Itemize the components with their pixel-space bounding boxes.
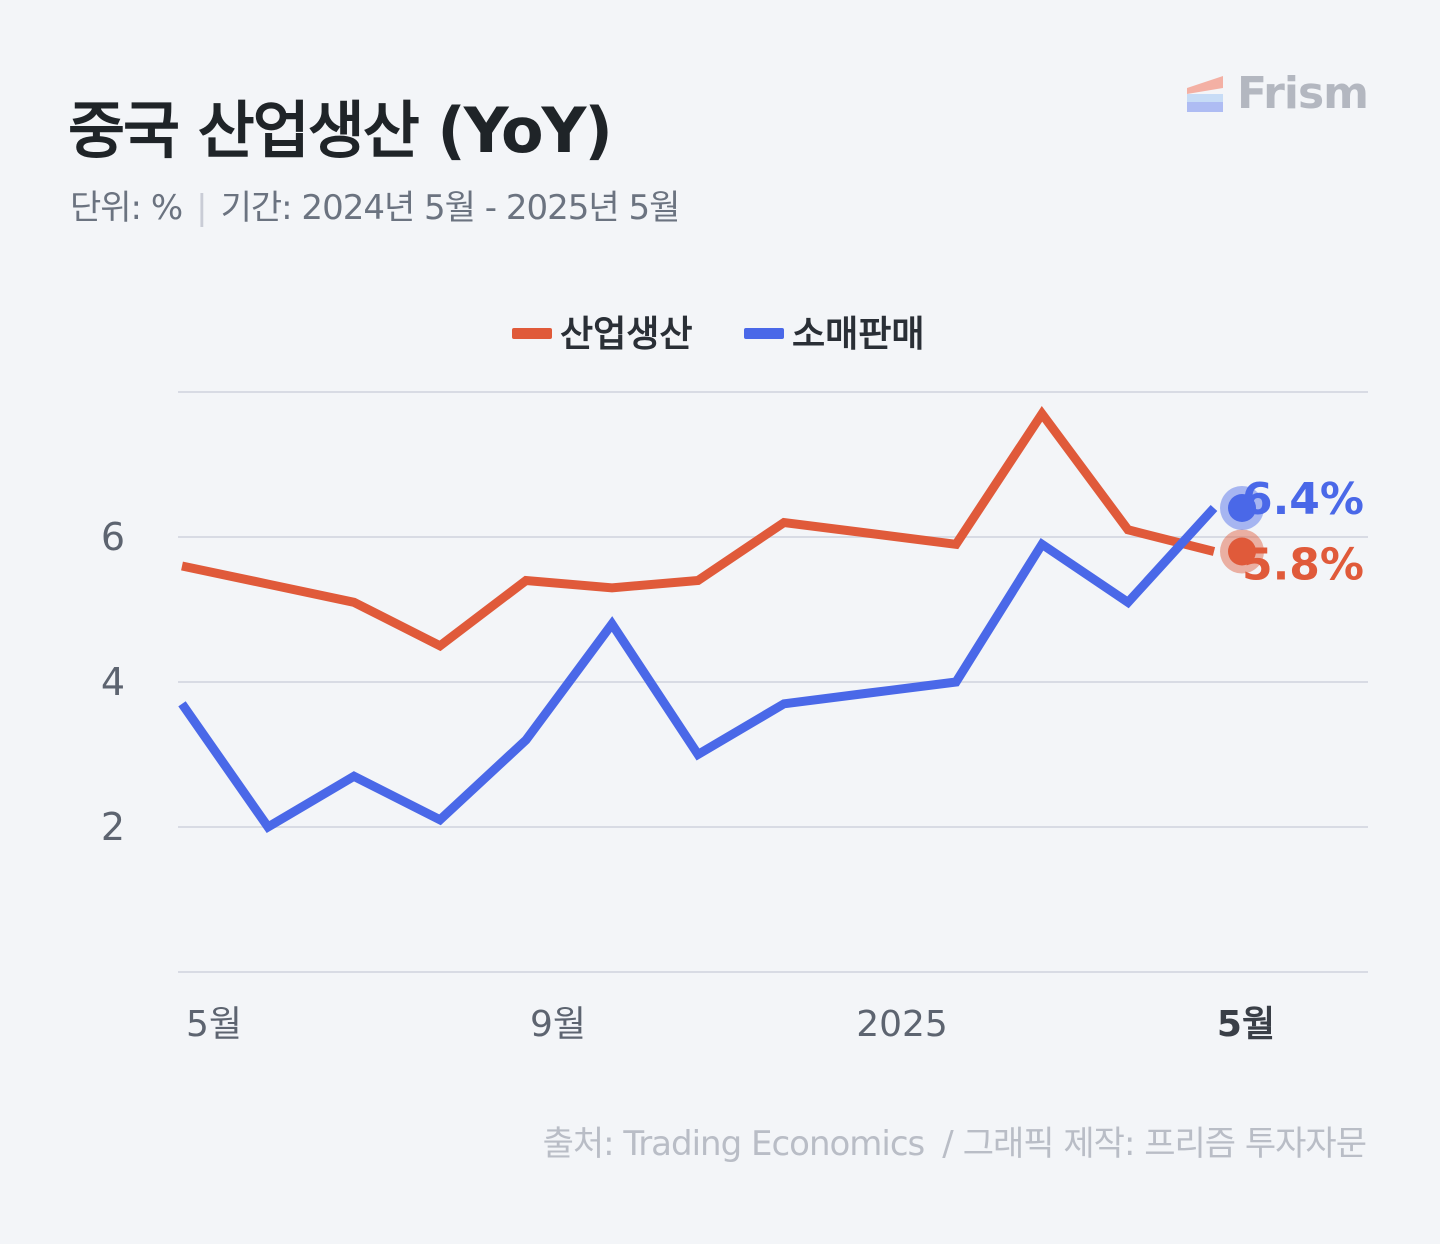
- y-tick-label: 4: [101, 660, 125, 704]
- chart-title: 중국 산업생산 (YoY): [68, 94, 613, 167]
- series-line: [181, 405, 1216, 652]
- x-tick-label: 2025: [856, 1004, 948, 1045]
- unit-label: 단위: %: [70, 188, 183, 228]
- credit-divider: /: [942, 1124, 954, 1164]
- y-tick-label: 2: [101, 805, 125, 849]
- source-credit: 출처: Trading Economics / 그래픽 제작: 프리즘 투자자문: [542, 1116, 1367, 1165]
- x-tick-label: 5월: [1217, 1004, 1275, 1045]
- x-tick-label: 9월: [530, 1004, 586, 1045]
- chart-subtitle: 단위: % | 기간: 2024년 5월 - 2025년 5월: [70, 180, 681, 229]
- brand-name: Frism: [1236, 68, 1369, 119]
- legend-label: 산업생산: [560, 314, 692, 355]
- end-value-label: 5.8%: [1242, 540, 1364, 591]
- period-label: 기간: 2024년 5월 - 2025년 5월: [220, 188, 681, 228]
- x-tick-label: 5월: [186, 1004, 242, 1045]
- end-marker: [1228, 537, 1256, 566]
- y-tick-label: 6: [101, 515, 125, 559]
- legend-label: 소매판매: [792, 314, 924, 355]
- source-text: 출처: Trading Economics: [542, 1124, 926, 1164]
- brand-mark-icon: [1186, 75, 1223, 112]
- legend-swatch: [744, 328, 784, 339]
- legend-swatch: [512, 328, 552, 339]
- line-chart: 2 4 6 5월 9월 2025 5월 산업생산 소매판매 5.8% 6.4%: [101, 314, 1368, 1045]
- series-line: [178, 504, 1218, 833]
- subtitle-divider: |: [196, 188, 208, 228]
- end-marker: [1228, 494, 1256, 522]
- end-value-label: 6.4%: [1242, 474, 1364, 525]
- credit-text: 그래픽 제작: 프리즘 투자자문: [962, 1124, 1367, 1164]
- brand-logo: Frism: [1185, 68, 1369, 119]
